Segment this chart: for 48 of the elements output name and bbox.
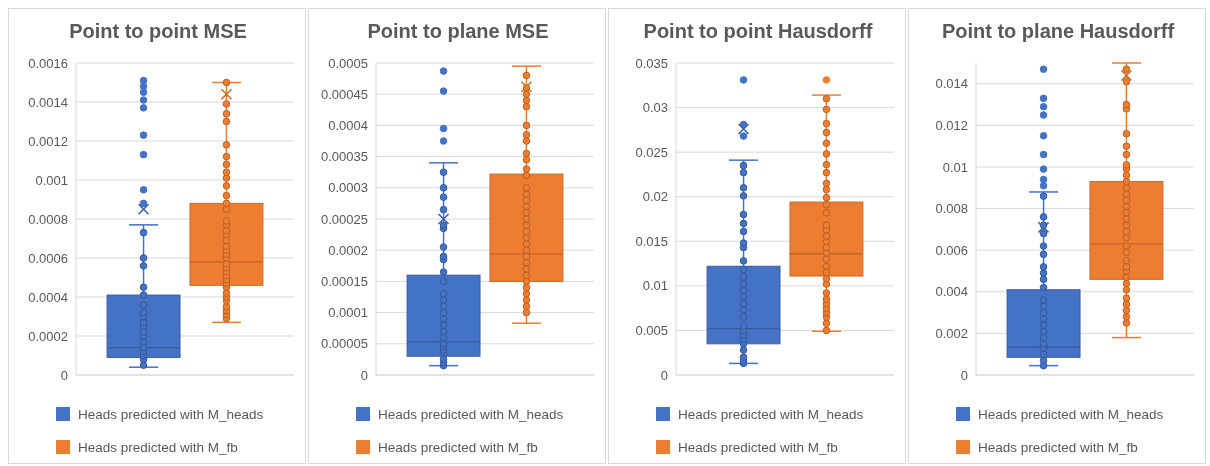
y-tick-label: 0 — [60, 367, 68, 383]
y-tick-label: 0 — [660, 367, 668, 383]
y-tick-label: 0.0003 — [328, 180, 368, 196]
y-tick-label: 0.014 — [935, 76, 968, 92]
y-tick-label: 0.015 — [635, 233, 668, 249]
y-tick-label: 0.004 — [935, 284, 968, 300]
y-tick-label: 0.0002 — [28, 328, 68, 344]
y-tick-label: 0.012 — [935, 117, 968, 133]
y-tick-label: 0 — [960, 367, 968, 383]
legend-label: Heads predicted with M_heads — [78, 406, 264, 422]
y-tick-label: 0.00025 — [321, 211, 368, 227]
chart-title: Point to point MSE — [69, 20, 247, 42]
y-tick-label: 0 — [360, 367, 368, 383]
y-tick-label: 0.025 — [635, 144, 668, 160]
y-tick-label: 0.035 — [635, 55, 668, 71]
y-tick-label: 0.01 — [642, 278, 668, 294]
y-tick-label: 0.00045 — [321, 86, 368, 102]
y-tick-label: 0.0004 — [328, 117, 368, 133]
y-tick-label: 0.0012 — [28, 133, 68, 149]
y-tick-label: 0.001 — [35, 172, 68, 188]
y-tick-label: 0.00015 — [321, 273, 368, 289]
y-tick-label: 0.0016 — [28, 55, 68, 71]
y-tick-label: 0.0001 — [328, 305, 368, 321]
legend-label: Heads predicted with M_fb — [78, 439, 238, 455]
y-tick-label: 0.03 — [642, 100, 668, 116]
y-tick-label: 0.0006 — [28, 250, 68, 266]
y-tick-label: 0.008 — [935, 201, 968, 217]
legend-label: Heads predicted with M_heads — [678, 406, 864, 422]
y-tick-label: 0.0005 — [328, 55, 368, 71]
chart-title: Point to plane Hausdorff — [941, 20, 1175, 42]
y-tick-label: 0.0014 — [28, 94, 68, 110]
y-tick-label: 0.0002 — [328, 242, 368, 258]
y-tick-label: 0.02 — [642, 189, 668, 205]
legend-label: Heads predicted with M_fb — [378, 439, 538, 455]
chart-title: Point to point Hausdorff — [643, 20, 873, 42]
y-tick-label: 0.006 — [935, 242, 968, 258]
y-tick-label: 0.002 — [935, 325, 968, 341]
chart-title: Point to plane MSE — [367, 20, 549, 42]
y-tick-label: 0.0004 — [28, 289, 68, 305]
y-tick-label: 0.00035 — [321, 149, 368, 165]
y-tick-label: 0.0008 — [28, 211, 68, 227]
legend-label: Heads predicted with M_fb — [678, 439, 838, 455]
y-tick-label: 0.01 — [942, 159, 968, 175]
legend-label: Heads predicted with M_fb — [978, 439, 1138, 455]
legend-label: Heads predicted with M_heads — [978, 406, 1164, 422]
legend-label: Heads predicted with M_heads — [378, 406, 564, 422]
y-tick-label: 0.00005 — [321, 336, 368, 352]
y-tick-label: 0.005 — [635, 322, 668, 338]
